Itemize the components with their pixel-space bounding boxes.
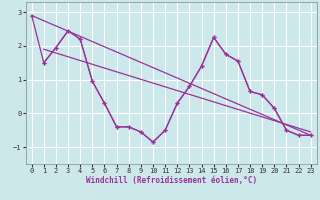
X-axis label: Windchill (Refroidissement éolien,°C): Windchill (Refroidissement éolien,°C)	[86, 176, 257, 185]
